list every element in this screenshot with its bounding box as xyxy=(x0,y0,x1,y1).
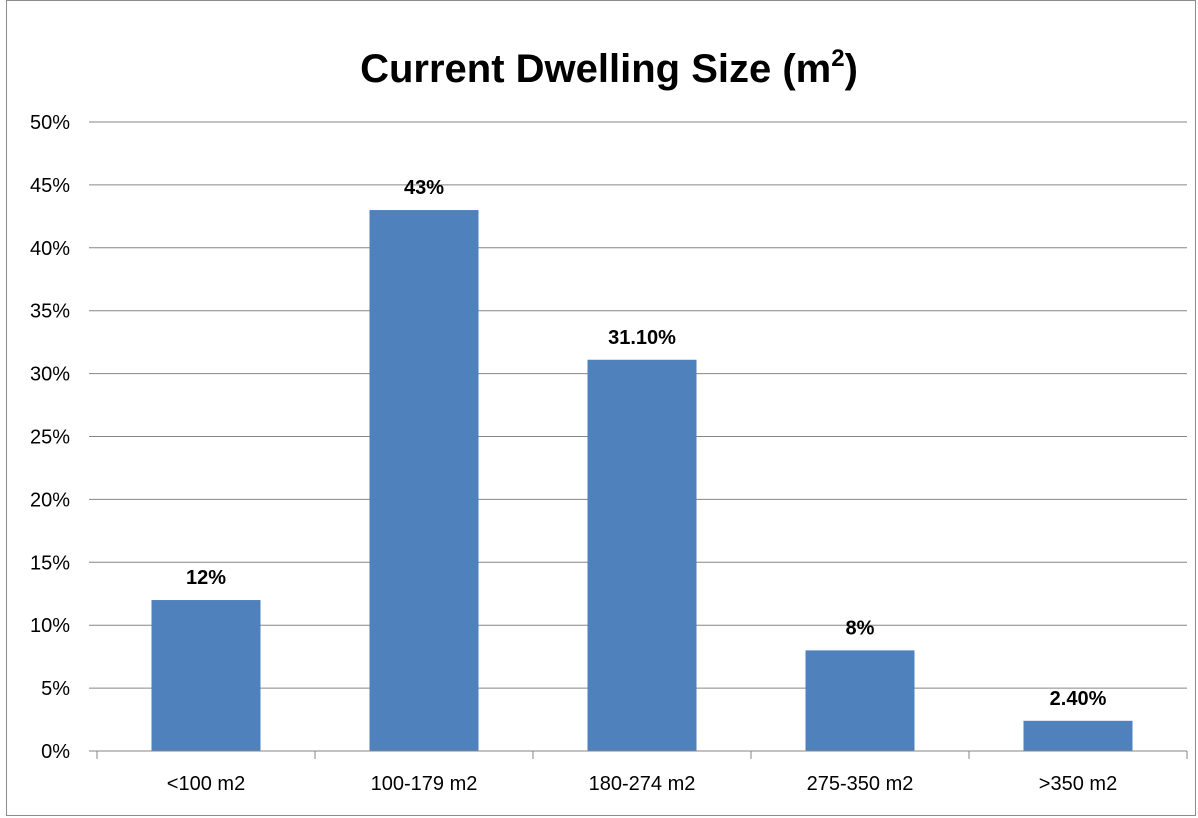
y-tick-label: 50% xyxy=(30,112,70,134)
data-label: 31.10% xyxy=(608,327,676,349)
y-tick-label: 30% xyxy=(30,364,70,386)
data-labels: 12% 43% 31.10% 8% 2.40% xyxy=(186,177,1107,710)
y-tick-label: 40% xyxy=(30,238,70,260)
bar xyxy=(1023,720,1133,751)
y-tick-label: 20% xyxy=(30,489,70,511)
bars xyxy=(151,210,1133,751)
y-tick-label: 25% xyxy=(30,427,70,449)
x-tick-label: 275-350 m2 xyxy=(807,773,914,795)
x-axis-ticks: <100 m2 100-179 m2 180-274 m2 275-350 m2 >35… xyxy=(96,751,1188,795)
y-tick-label: 10% xyxy=(30,615,70,637)
bar xyxy=(151,600,261,751)
y-tick-label: 15% xyxy=(30,552,70,574)
x-tick-label: 180-274 m2 xyxy=(589,773,696,795)
x-tick-label: >350 m2 xyxy=(1039,773,1117,795)
data-label: 12% xyxy=(186,567,226,589)
y-tick-label: 45% xyxy=(30,175,70,197)
chart-title: Current Dwelling Size (m2) xyxy=(360,45,858,91)
bar xyxy=(587,359,697,751)
y-tick-label: 5% xyxy=(41,678,70,700)
y-tick-label: 0% xyxy=(41,741,70,763)
x-tick-label: <100 m2 xyxy=(167,773,245,795)
data-label: 2.40% xyxy=(1050,688,1107,710)
y-axis-ticks: 0% 5% 10% 15% 20% 25% 30% 35% 40% 45% 50% xyxy=(30,112,70,763)
y-tick-label: 35% xyxy=(30,301,70,323)
bar xyxy=(369,210,479,751)
bar xyxy=(805,650,915,751)
x-tick-label: 100-179 m2 xyxy=(371,773,478,795)
data-label: 8% xyxy=(846,617,875,639)
data-label: 43% xyxy=(404,177,444,199)
gridlines xyxy=(89,121,1187,689)
